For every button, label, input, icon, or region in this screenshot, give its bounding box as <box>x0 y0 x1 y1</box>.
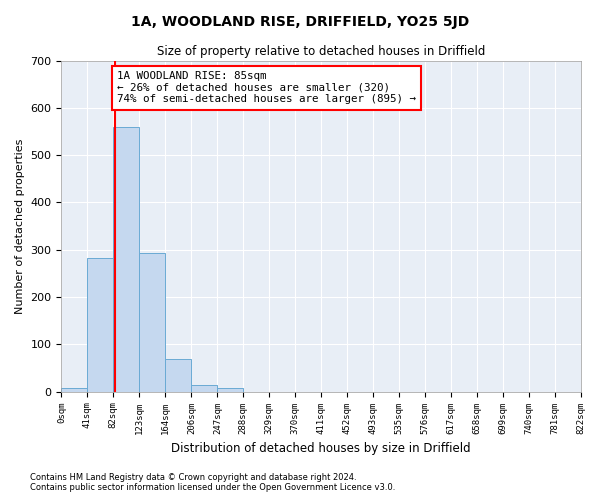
Bar <box>113 127 139 392</box>
X-axis label: Distribution of detached houses by size in Driffield: Distribution of detached houses by size … <box>171 442 471 455</box>
Text: Contains HM Land Registry data © Crown copyright and database right 2024.
Contai: Contains HM Land Registry data © Crown c… <box>30 473 395 492</box>
Text: 1A, WOODLAND RISE, DRIFFIELD, YO25 5JD: 1A, WOODLAND RISE, DRIFFIELD, YO25 5JD <box>131 15 469 29</box>
Bar <box>191 384 217 392</box>
Bar <box>139 253 165 392</box>
Bar <box>61 388 87 392</box>
Y-axis label: Number of detached properties: Number of detached properties <box>15 138 25 314</box>
Text: 1A WOODLAND RISE: 85sqm
← 26% of detached houses are smaller (320)
74% of semi-d: 1A WOODLAND RISE: 85sqm ← 26% of detache… <box>117 71 416 104</box>
Bar <box>217 388 243 392</box>
Bar <box>165 358 191 392</box>
Title: Size of property relative to detached houses in Driffield: Size of property relative to detached ho… <box>157 45 485 58</box>
Bar <box>87 258 113 392</box>
